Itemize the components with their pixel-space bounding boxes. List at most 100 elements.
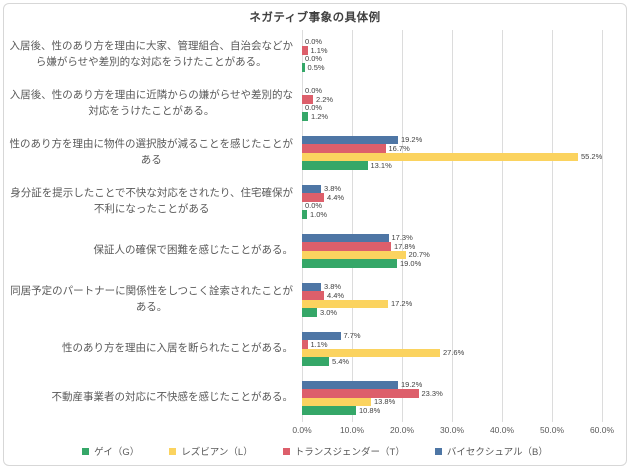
bar-ゲイ（G）	[302, 308, 317, 317]
bar-row: 55.2%	[302, 152, 618, 161]
data-label: 0.0%	[305, 37, 323, 46]
bar-トランスジェンダー（T）	[302, 144, 386, 153]
data-label: 0.5%	[307, 62, 325, 72]
bar-レズビアン（L）	[302, 250, 406, 259]
data-label: 23.3%	[421, 388, 443, 398]
data-label: 20.7%	[408, 250, 430, 259]
data-label: 3.8%	[324, 282, 342, 291]
bar-row: 17.2%	[302, 299, 618, 308]
bar-row: 1.0%	[302, 210, 618, 219]
bar-トランスジェンダー（T）	[302, 95, 313, 104]
bar-レズビアン（L）	[302, 397, 371, 406]
data-label: 17.2%	[391, 299, 413, 308]
gridline	[452, 30, 453, 422]
bar-トランスジェンダー（T）	[302, 291, 324, 300]
x-axis-tick: 20.0%	[389, 425, 415, 435]
bar-row: 1.2%	[302, 112, 618, 121]
data-label: 1.1%	[310, 339, 328, 349]
data-label: 7.7%	[343, 331, 361, 340]
data-label: 0.0%	[305, 54, 323, 63]
bar-row: 19.0%	[302, 259, 618, 268]
gridline	[352, 30, 353, 422]
data-label: 19.2%	[401, 380, 423, 389]
gridline	[602, 30, 603, 422]
chart-title: ネガティブ事象の具体例	[249, 12, 381, 24]
data-label: 3.8%	[324, 184, 342, 193]
data-label: 1.0%	[310, 209, 328, 219]
bar-レズビアン（L）	[302, 299, 388, 308]
data-label: 19.2%	[401, 135, 423, 144]
bar-ゲイ（G）	[302, 406, 356, 415]
bar-ゲイ（G）	[302, 161, 368, 170]
bar-row: 4.4%	[302, 193, 618, 202]
bar-ゲイ（G）	[302, 63, 305, 72]
legend-item: バイセクシュアル（B）	[434, 444, 548, 458]
data-label: 2.2%	[316, 94, 334, 104]
category-label: 身分証を提示したことで不快な対応をされたり、住宅確保が 不利になったことがある	[6, 186, 302, 218]
legend-item: レズビアン（L）	[169, 444, 253, 458]
bar-ゲイ（G）	[302, 357, 329, 366]
bar-row: 19.2%	[302, 135, 618, 144]
data-label: 17.8%	[394, 241, 416, 251]
bars-cell: 19.2% 23.3% 13.8% 10.8%	[302, 380, 618, 415]
legend-item: トランスジェンダー（T）	[282, 444, 405, 458]
bars-cell: 17.3% 17.8% 20.7% 19.0%	[302, 233, 618, 268]
legend-item: ゲイ（G）	[82, 444, 139, 458]
bar-row: 0.0%	[302, 55, 618, 64]
x-axis-tick: 60.0%	[589, 425, 615, 435]
bar-row: 2.2%	[302, 95, 618, 104]
x-axis-tick: 10.0%	[339, 425, 365, 435]
data-label: 0.0%	[305, 103, 323, 112]
data-label: 19.0%	[400, 258, 422, 268]
category-label-text: 入居後、性のあり方を理由に大家、管理組合、自治会などか ら嫌がらせや差別的な対応…	[9, 39, 294, 68]
data-label: 27.6%	[443, 348, 465, 357]
bar-row: 7.7%	[302, 331, 618, 340]
bar-row: 19.2%	[302, 380, 618, 389]
bar-row: 3.0%	[302, 308, 618, 317]
gridlines	[302, 30, 603, 422]
bar-トランスジェンダー（T）	[302, 340, 308, 349]
category-label-text: 入居後、性のあり方を理由に近隣からの嫌がらせや差別的な 対応をうけたことがある。	[9, 88, 293, 117]
data-label: 3.0%	[320, 307, 338, 317]
bar-row: 10.8%	[302, 406, 618, 415]
bar-row: 17.3%	[302, 233, 618, 242]
data-label: 10.8%	[359, 405, 381, 415]
data-label: 13.1%	[370, 160, 392, 170]
legend-marker	[169, 447, 177, 455]
category-label-text: 身分証を提示したことで不快な対応をされたり、住宅確保が 不利になったことがある	[10, 186, 293, 215]
bar-group: 身分証を提示したことで不快な対応をされたり、住宅確保が 不利になったことがある 3…	[6, 177, 618, 226]
bar-トランスジェンダー（T）	[302, 242, 391, 251]
bar-row: 0.0%	[302, 87, 618, 96]
bar-トランスジェンダー（T）	[302, 46, 308, 55]
bars-cell: 7.7% 1.1% 27.6% 5.4%	[302, 331, 618, 366]
bars-cell: 3.8% 4.4% 0.0% 1.0%	[302, 184, 618, 219]
data-label: 1.2%	[311, 111, 329, 121]
bar-ゲイ（G）	[302, 210, 307, 219]
category-label-text: 性のあり方を理由に物件の選択肢が減ることを感じたことが ある	[9, 137, 294, 166]
bars-cell: 3.8% 4.4% 17.2% 3.0%	[302, 282, 618, 317]
category-label-text: 不動産事業者の対応に不快感を感じたことがある。	[51, 390, 294, 403]
gridline	[302, 30, 303, 422]
category-label: 不動産事業者の対応に不快感を感じたことがある。	[6, 390, 302, 406]
bar-group: 保証人の確保で困難を感じたことがある。 17.3% 17.8% 20.7% 19.0%	[6, 226, 618, 275]
data-label: 55.2%	[581, 152, 603, 161]
data-label: 1.1%	[310, 45, 328, 55]
bar-groups: 入居後、性のあり方を理由に大家、管理組合、自治会などか ら嫌がらせや差別的な対応…	[6, 30, 618, 422]
bar-row: 3.8%	[302, 282, 618, 291]
data-label: 4.4%	[327, 192, 345, 202]
bar-group: 不動産事業者の対応に不快感を感じたことがある。 19.2% 23.3% 13.8% 10…	[6, 373, 618, 422]
data-label: 5.4%	[332, 356, 350, 366]
bar-ゲイ（G）	[302, 259, 397, 268]
category-label: 入居後、性のあり方を理由に近隣からの嫌がらせや差別的な 対応をうけたことがある。	[6, 88, 302, 120]
bar-トランスジェンダー（T）	[302, 389, 419, 398]
category-label: 性のあり方を理由に物件の選択肢が減ることを感じたことが ある	[6, 137, 302, 169]
bar-row: 0.5%	[302, 63, 618, 72]
bar-row: 5.4%	[302, 357, 618, 366]
bar-row: 16.7%	[302, 144, 618, 153]
bar-バイセクシュアル（B）	[302, 184, 321, 193]
x-axis-tick: 50.0%	[539, 425, 565, 435]
bar-バイセクシュアル（B）	[302, 233, 389, 242]
data-label: 16.7%	[388, 143, 410, 153]
bar-バイセクシュアル（B）	[302, 331, 341, 340]
category-label: 性のあり方を理由に入居を断られたことがある。	[6, 341, 302, 357]
